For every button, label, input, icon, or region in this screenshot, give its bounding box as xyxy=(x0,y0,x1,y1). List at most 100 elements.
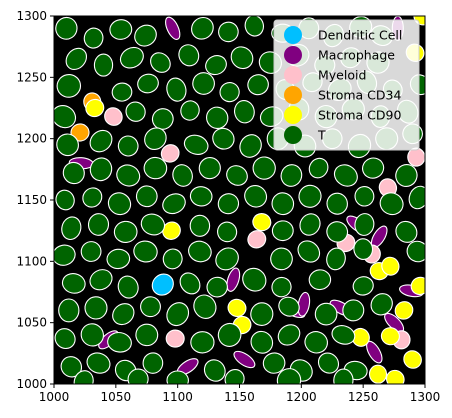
cell-stroma-cd90 xyxy=(380,327,400,346)
cell-t xyxy=(379,192,404,216)
cell-t xyxy=(166,302,190,327)
cell-t xyxy=(217,322,242,347)
cell-stroma-cd90 xyxy=(85,98,105,118)
cell-macrophage xyxy=(233,350,256,369)
cell-t xyxy=(162,193,186,215)
cell-t xyxy=(107,331,132,353)
cell-t xyxy=(408,185,425,210)
cell-t xyxy=(119,46,144,69)
cell-t xyxy=(215,247,239,271)
cell-t xyxy=(314,302,338,326)
cell-t xyxy=(137,73,159,94)
cell-t xyxy=(395,220,418,243)
cell-stroma-cd34 xyxy=(70,123,90,142)
x-tick-label: 1250 xyxy=(348,390,379,404)
cell-myeloid xyxy=(160,144,180,163)
cell-t xyxy=(65,47,88,70)
cell-t xyxy=(370,293,393,316)
x-axis: 1000 1050 1100 1150 1200 1250 1300 xyxy=(39,384,441,404)
cell-t xyxy=(179,272,201,295)
cell-t xyxy=(144,127,167,151)
cell-t xyxy=(87,213,110,236)
cell-t xyxy=(395,163,418,188)
cell-t xyxy=(192,72,215,95)
cell-t xyxy=(304,331,328,354)
legend-label-macrophage: Macrophage xyxy=(318,48,395,63)
cell-stroma-cd90 xyxy=(403,350,422,369)
cell-t xyxy=(188,240,212,263)
cell-t xyxy=(262,352,286,374)
cell-t xyxy=(150,52,171,73)
cell-t xyxy=(84,296,108,320)
cell-t xyxy=(54,328,76,350)
legend-label-stroma-cd90: Stroma CD90 xyxy=(318,108,401,123)
cell-t xyxy=(140,296,161,318)
legend-label-myeloid: Myeloid xyxy=(318,68,366,83)
cell-t xyxy=(135,323,159,347)
cell-t xyxy=(127,368,149,384)
x-tick-label: 1300 xyxy=(410,390,441,404)
cell-t xyxy=(206,276,228,298)
cell-t xyxy=(203,359,226,382)
cell-t xyxy=(247,74,269,96)
cell-stroma-cd90 xyxy=(381,256,400,276)
cell-t xyxy=(352,276,374,296)
cell-t xyxy=(135,185,158,208)
cell-t xyxy=(212,127,235,150)
cell-t xyxy=(73,370,94,384)
cell-t xyxy=(353,238,374,260)
cell-t xyxy=(166,77,187,102)
cell-t xyxy=(143,156,168,180)
cell-t xyxy=(82,187,103,208)
cell-t xyxy=(299,213,321,236)
x-tick-label: 1000 xyxy=(39,390,70,404)
cell-t xyxy=(189,214,211,237)
cell-t xyxy=(218,21,239,43)
cell-macrophage xyxy=(165,16,181,40)
cell-t xyxy=(80,323,104,347)
cell-t xyxy=(219,82,240,103)
cell-t xyxy=(276,368,302,384)
cell-t xyxy=(278,296,300,317)
legend-marker-stroma-cd34 xyxy=(284,86,302,104)
legend-marker-stroma-cd90 xyxy=(284,106,302,124)
cells-layer xyxy=(54,16,425,384)
cell-t xyxy=(252,156,276,180)
y-tick-label: 1300 xyxy=(16,9,47,23)
cell-t xyxy=(191,16,214,40)
cell-t xyxy=(280,164,303,187)
y-tick-label: 1100 xyxy=(16,254,47,268)
cell-t xyxy=(140,213,166,236)
cell-t xyxy=(271,220,294,242)
legend-label-dendritic-cell: Dendritic Cell xyxy=(318,28,402,43)
cell-t xyxy=(244,185,268,208)
cell-t xyxy=(206,106,229,130)
cell-t xyxy=(217,193,240,215)
cell-t xyxy=(242,267,267,292)
cell-t xyxy=(151,108,174,130)
cell-t xyxy=(230,46,254,70)
cell-t xyxy=(93,53,114,77)
legend-marker-dendritic-cell xyxy=(284,26,302,44)
cell-t xyxy=(333,368,354,384)
cell-stroma-cd90 xyxy=(252,213,272,232)
cell-t xyxy=(116,164,141,187)
cell-t xyxy=(308,269,332,291)
cell-t xyxy=(406,240,425,263)
legend-marker-myeloid xyxy=(284,66,302,84)
cell-t xyxy=(189,186,213,207)
cell-t xyxy=(89,269,113,291)
cell-stroma-cd90 xyxy=(162,221,181,240)
y-tick-label: 1250 xyxy=(16,70,47,84)
cell-t xyxy=(109,19,133,40)
cell-t xyxy=(250,330,274,354)
cell-t xyxy=(106,248,131,270)
cell-t xyxy=(107,192,132,216)
cell-t xyxy=(354,213,375,236)
cell-t xyxy=(89,129,113,153)
cell-t xyxy=(297,240,321,263)
cell-t xyxy=(183,134,209,155)
cell-t xyxy=(142,352,164,374)
cell-t xyxy=(333,164,358,187)
cell-t xyxy=(244,16,265,37)
